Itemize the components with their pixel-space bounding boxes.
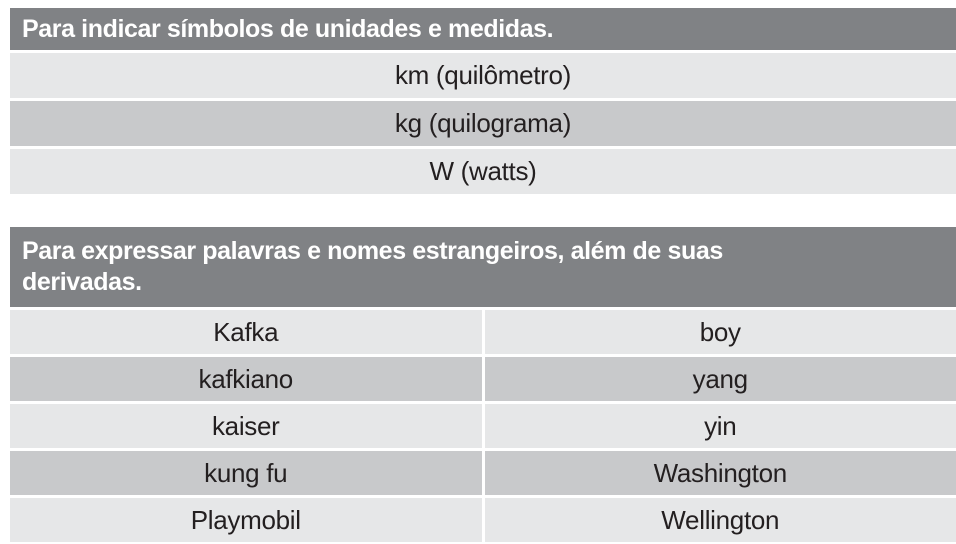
unit-cell-watts: W (watts) [10,149,956,194]
foreign-words-table-header: Para expressar palavras e nomes estrange… [10,227,956,307]
table-row: kaiser yin [10,404,956,448]
units-table-title: Para indicar símbolos de unidades e medi… [22,14,554,43]
table-row: kg (quilograma) [10,101,956,146]
foreign-cell-left: kaiser [10,404,482,448]
foreign-cell-right: yin [484,404,956,448]
units-table: Para indicar símbolos de unidades e medi… [10,8,956,194]
foreign-words-table: Para expressar palavras e nomes estrange… [10,227,956,542]
table-row: km (quilômetro) [10,53,956,98]
foreign-cell-left: Playmobil [10,498,482,542]
foreign-cell-right: yang [484,357,956,401]
foreign-cell-right: boy [484,310,956,354]
table-row: W (watts) [10,149,956,194]
foreign-words-table-title: Para expressar palavras e nomes estrange… [22,237,723,296]
foreign-cell-right: Washington [484,451,956,495]
units-table-header: Para indicar símbolos de unidades e medi… [10,8,956,50]
unit-cell-kg: kg (quilograma) [10,101,956,146]
table-row: kafkiano yang [10,357,956,401]
foreign-cell-left: kafkiano [10,357,482,401]
unit-cell-km: km (quilômetro) [10,53,956,98]
foreign-cell-left: Kafka [10,310,482,354]
table-row: Kafka boy [10,310,956,354]
table-row: Playmobil Wellington [10,498,956,542]
table-row: kung fu Washington [10,451,956,495]
foreign-cell-left: kung fu [10,451,482,495]
foreign-cell-right: Wellington [484,498,956,542]
